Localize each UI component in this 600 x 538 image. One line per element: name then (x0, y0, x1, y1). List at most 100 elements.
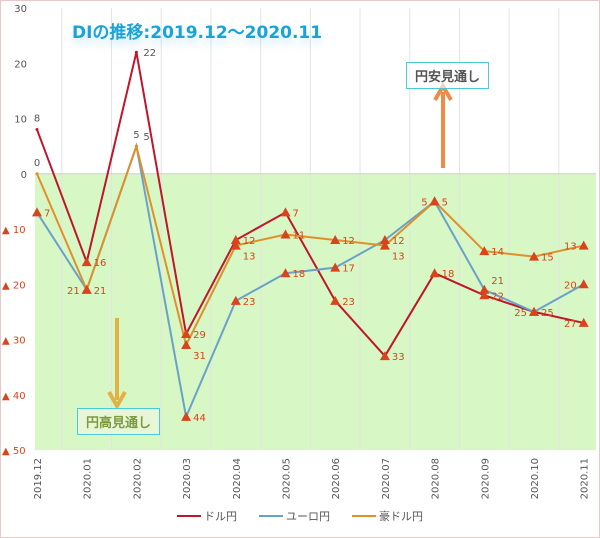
data-label: 25 (514, 308, 527, 319)
data-label: 14 (491, 247, 504, 258)
data-point-marker (578, 240, 589, 250)
yen-weak-annotation: 円安見通し (406, 62, 490, 89)
data-point-marker (181, 340, 192, 350)
data-label: 21 (67, 286, 80, 297)
x-tick-label: 2020.09 (480, 458, 491, 499)
legend-item: 豪ドル円 (352, 508, 423, 524)
data-point-marker (379, 351, 390, 361)
y-tick-label: ▲ 20 (2, 280, 26, 291)
y-tick-label: 30 (14, 4, 27, 15)
legend-swatch (352, 515, 376, 517)
data-point-marker (35, 128, 39, 132)
data-label: 13 (392, 252, 405, 263)
data-point-marker (230, 235, 241, 245)
legend-swatch (259, 515, 283, 517)
y-tick-label: ▲ 40 (2, 391, 26, 402)
x-tick-label: 2020.08 (431, 458, 442, 499)
x-tick-label: 2020.03 (182, 458, 193, 499)
y-tick-label: 10 (14, 115, 27, 126)
data-label: 5 (133, 130, 139, 141)
legend-label: ユーロ円 (286, 510, 330, 523)
data-label: 13 (243, 252, 256, 263)
data-point-marker (578, 317, 589, 327)
series-line (36, 142, 584, 348)
legend: ドル円 ユーロ円 豪ドル円 (0, 508, 600, 524)
legend-swatch (177, 515, 201, 517)
data-point-marker (429, 196, 440, 206)
legend-item: ドル円 (177, 508, 237, 524)
data-point-marker (330, 295, 341, 305)
data-point-marker (35, 172, 39, 176)
y-tick-label: 20 (14, 59, 27, 70)
data-label: 29 (193, 330, 206, 341)
data-point-marker (429, 268, 440, 278)
series-line (36, 51, 584, 358)
yen-strong-annotation: 円高見通し (77, 408, 161, 435)
data-point-marker (230, 295, 241, 305)
data-point-marker (529, 251, 539, 261)
x-tick-label: 2020.02 (132, 458, 143, 499)
data-point-marker (379, 235, 390, 245)
data-point-marker (181, 328, 192, 338)
data-label: 23 (243, 297, 256, 308)
data-label: 21 (94, 286, 107, 297)
x-tick-label: 2020.05 (282, 458, 293, 499)
data-point-marker (181, 411, 192, 421)
data-label: 23 (342, 297, 355, 308)
data-point-marker (479, 290, 490, 300)
data-point-marker (81, 257, 92, 267)
data-label: 31 (193, 351, 206, 362)
x-tick-label: 2020.11 (580, 458, 591, 499)
data-point-marker (32, 207, 42, 217)
data-label: 12 (392, 236, 405, 247)
y-tick-label: 0 (21, 170, 27, 181)
data-label: 44 (193, 413, 206, 424)
data-label: 27 (564, 319, 577, 330)
data-label: 13 (564, 242, 577, 253)
legend-label: ドル円 (204, 510, 237, 523)
data-label: 0 (34, 158, 40, 169)
data-label: 7 (293, 208, 299, 219)
data-label: 22 (491, 291, 504, 302)
data-point-marker (81, 284, 92, 294)
x-tick-label: 2020.06 (331, 458, 342, 499)
x-tick-label: 2020.04 (232, 458, 243, 499)
data-label: 12 (243, 236, 256, 247)
data-label: 18 (442, 269, 455, 280)
data-point-marker (578, 279, 589, 289)
data-point-marker (280, 229, 291, 239)
data-label: 5 (442, 197, 448, 208)
legend-item: ユーロ円 (259, 508, 330, 524)
data-label: 16 (94, 258, 107, 269)
data-point-marker (379, 240, 390, 250)
data-point-marker (230, 240, 241, 250)
data-point-marker (529, 306, 539, 316)
data-point-marker (330, 235, 341, 245)
chart-title: DIの推移:2019.12～2020.11 (72, 23, 323, 43)
negative-region (35, 173, 596, 450)
data-label: 25 (541, 308, 554, 319)
data-label: 5 (143, 132, 149, 143)
data-label: 17 (342, 264, 355, 275)
data-label: 5 (421, 197, 427, 208)
data-point-marker (330, 262, 341, 272)
x-tick-label: 2020.07 (381, 458, 392, 499)
data-label: 20 (564, 280, 577, 291)
data-point-marker (479, 246, 490, 256)
data-label: 33 (392, 352, 405, 363)
data-point-marker (134, 144, 138, 148)
data-label: 11 (293, 231, 306, 242)
y-tick-label: ▲ 50 (2, 446, 26, 457)
data-label: 8 (34, 114, 40, 125)
data-label: 7 (44, 208, 50, 219)
data-label: 21 (491, 276, 504, 287)
data-point-marker (280, 268, 291, 278)
x-tick-label: 2020.01 (83, 458, 94, 499)
down-arrowhead-icon (107, 391, 127, 411)
y-tick-label: ▲ 30 (2, 336, 26, 347)
x-tick-label: 2020.10 (530, 458, 541, 499)
data-point-marker (479, 284, 490, 294)
y-tick-label: ▲ 10 (2, 225, 26, 236)
data-point-marker (280, 207, 291, 217)
